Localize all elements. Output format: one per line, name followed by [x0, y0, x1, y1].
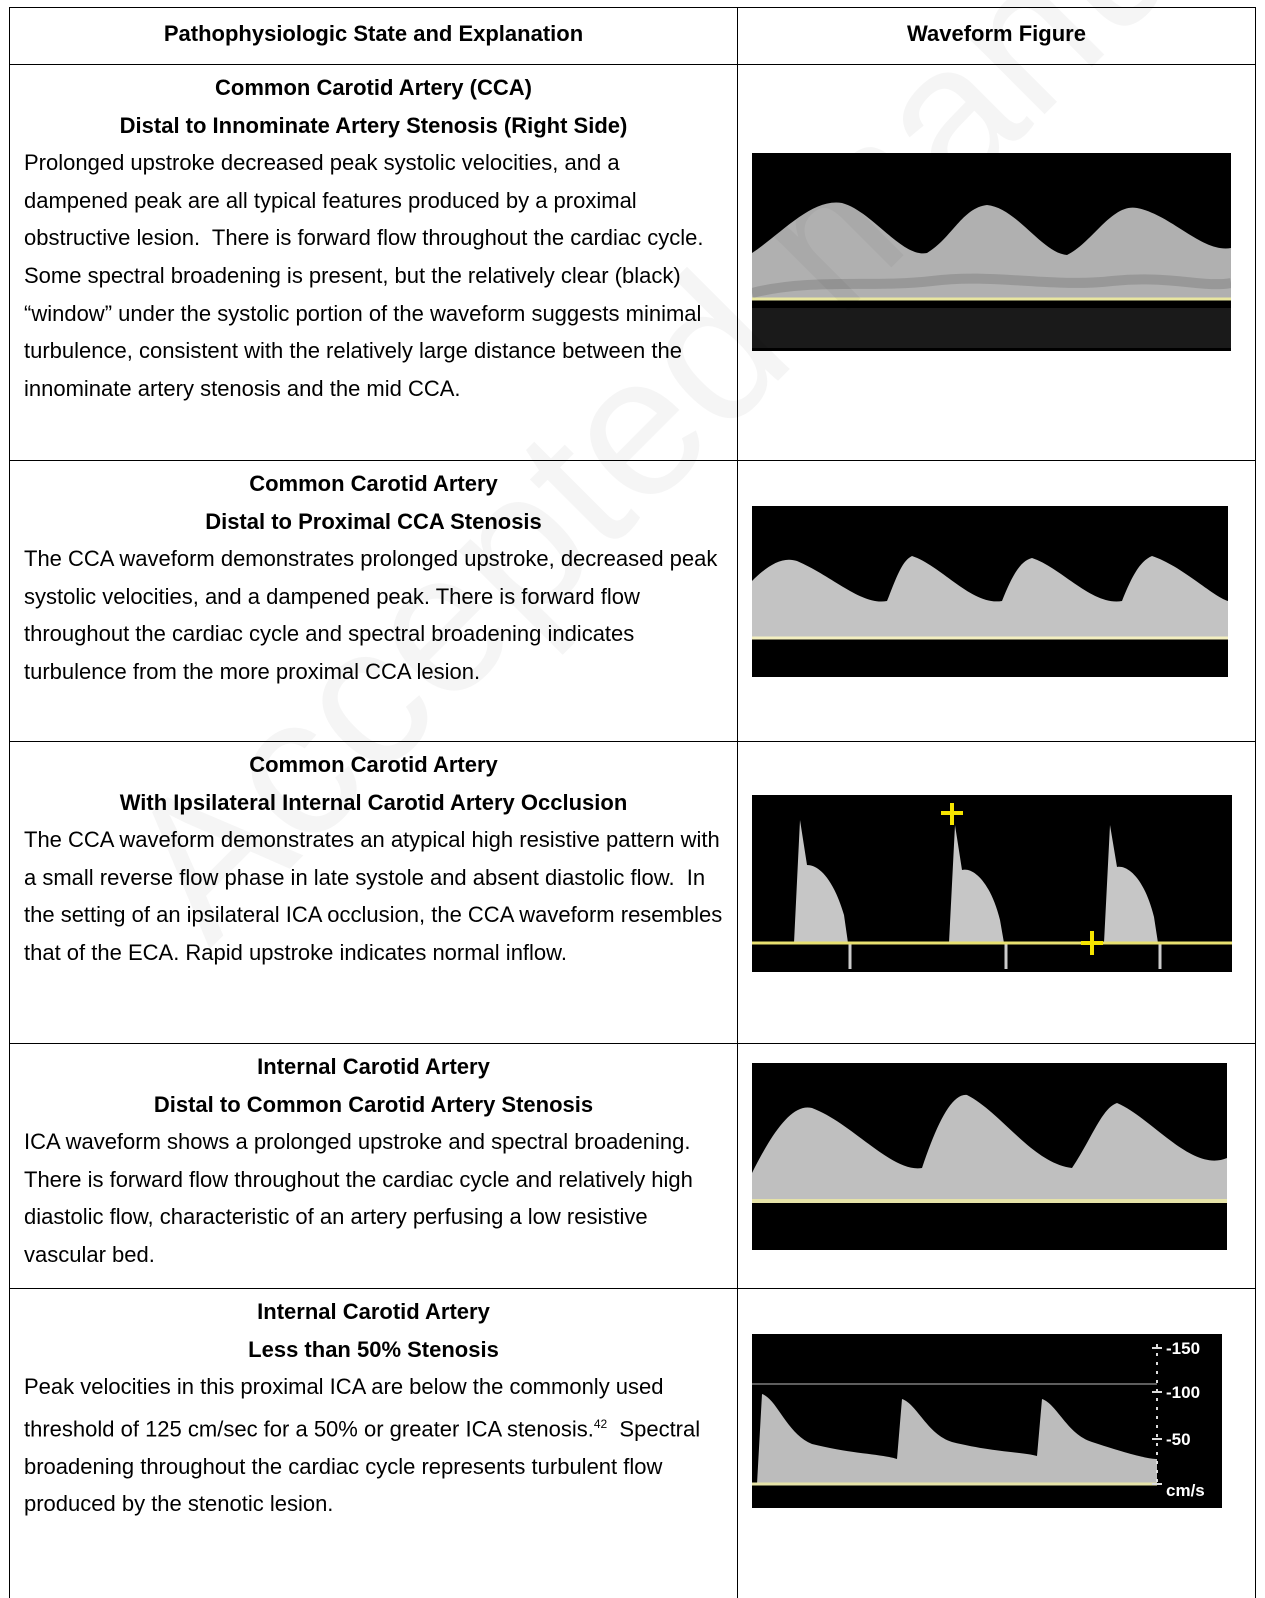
row-title: Common Carotid Artery [249, 471, 498, 496]
waveform [752, 795, 1232, 972]
row-title: Internal Carotid Artery [257, 1299, 490, 1324]
header: Pathophysiologic State and Explanation [163, 21, 584, 46]
row-title: Common Carotid Artery [249, 752, 498, 777]
figure-cell: -150 -100 -50 cm/s [737, 1288, 1256, 1598]
waveform: -150 -100 -50 cm/s [752, 1334, 1222, 1508]
axis-label: -150 [1166, 1339, 1200, 1358]
text: Spectral broadening throughout the cardi… [24, 1416, 707, 1517]
axis-label: cm/s [1166, 1481, 1205, 1500]
figure-cell [737, 1043, 1256, 1289]
row-cell: Common Carotid Artery With Ipsilateral I… [9, 741, 738, 1044]
figure-cell [737, 64, 1256, 461]
row-cell: Internal Carotid Artery Less than 50% St… [9, 1288, 738, 1598]
waveform [752, 1063, 1227, 1250]
row-title: Internal Carotid Artery [257, 1054, 490, 1079]
row-title: Less than 50% Stenosis [248, 1336, 499, 1362]
axis-label: -50 [1166, 1430, 1191, 1449]
row-text: ICA waveform shows a prolonged upstroke … [24, 1129, 703, 1267]
axis-label: -100 [1166, 1383, 1200, 1402]
figure-cell [737, 741, 1256, 1044]
waveform [752, 506, 1228, 677]
row-text: Prolonged upstroke decreased peak systol… [24, 150, 710, 401]
row-cell: Common Carotid Artery (CCA) Distal to In… [9, 64, 738, 461]
row-cell: Internal Carotid Artery Distal to Common… [9, 1043, 738, 1289]
row-title: Distal to Proximal CCA Stenosis [205, 508, 542, 534]
row-text: The CCA waveform demonstrates an atypica… [24, 827, 729, 965]
header-cell: Waveform Figure [737, 7, 1256, 65]
waveform [752, 153, 1231, 351]
header-cell: Pathophysiologic State and Explanation [9, 7, 738, 65]
row-title: Common Carotid Artery (CCA) [215, 75, 532, 100]
citation: 42 [593, 1416, 608, 1431]
row-text: The CCA waveform demonstrates prolonged … [24, 546, 724, 684]
row-cell: Common Carotid Artery Distal to Proximal… [9, 460, 738, 742]
row-title: With Ipsilateral Internal Carotid Artery… [119, 789, 628, 815]
figure-cell [737, 460, 1256, 742]
header: Waveform Figure [907, 21, 1086, 46]
text: Peak velocities in this proximal ICA are… [24, 1374, 670, 1442]
row-title: Distal to Innominate Artery Stenosis (Ri… [119, 112, 628, 138]
row-title: Distal to Common Carotid Artery Stenosis [153, 1091, 594, 1117]
row-text: Peak velocities in this proximal ICA are… [24, 1368, 723, 1523]
